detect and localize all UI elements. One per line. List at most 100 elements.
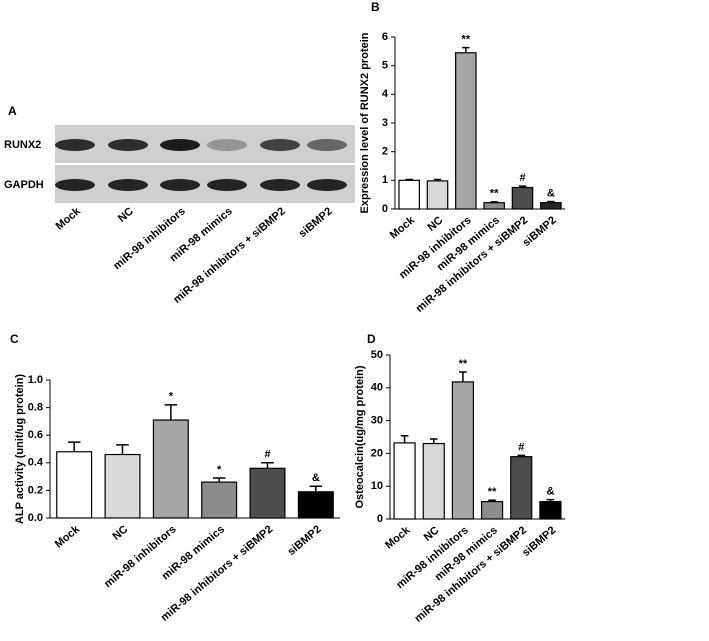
y-tick-label: 0.0 — [28, 512, 43, 524]
error-bar — [462, 46, 470, 53]
blot-band — [55, 139, 95, 151]
lane-label: NC — [116, 205, 136, 224]
y-axis-label: ALP activity (unit/ug protein) — [14, 374, 26, 524]
x-tick-label: siBMP2 — [520, 524, 558, 559]
significance-label: * — [169, 391, 174, 403]
x-tick-label: Mock — [53, 523, 83, 551]
blot-band — [55, 179, 95, 191]
blot-row-label: GAPDH — [4, 179, 44, 191]
y-tick-label: 4 — [382, 88, 389, 100]
error-bar — [490, 201, 498, 203]
y-tick-label: 30 — [371, 415, 383, 427]
significance-label: # — [264, 449, 270, 461]
blot-band — [108, 139, 148, 151]
error-bar — [488, 499, 496, 502]
error-bar — [212, 477, 226, 483]
error-bar — [517, 454, 526, 457]
x-tick-label: NC — [425, 214, 445, 233]
bar — [104, 453, 141, 519]
error-bar — [309, 485, 323, 492]
bar — [480, 501, 504, 520]
y-tick-label: 1 — [382, 174, 388, 186]
bar — [483, 202, 505, 210]
bar — [455, 52, 477, 210]
y-axis-label: Osteocalcin(ug/mg protein) — [354, 365, 366, 508]
error-bar — [116, 444, 129, 455]
y-tick-label: 2 — [382, 146, 388, 158]
bar — [540, 202, 562, 210]
x-tick-label: siBMP2 — [285, 523, 323, 558]
bar — [510, 456, 533, 520]
x-tick-label: Mock — [388, 214, 418, 242]
y-tick-label: 3 — [382, 117, 388, 129]
y-tick-label: 0.6 — [28, 429, 43, 441]
y-tick-label: 20 — [371, 447, 383, 459]
bar — [398, 179, 420, 210]
y-tick-label: 50 — [371, 349, 383, 361]
significance-label: ** — [490, 188, 499, 200]
bar — [56, 451, 93, 519]
y-tick-label: 10 — [371, 480, 383, 492]
error-bar — [547, 200, 555, 203]
error-bar — [518, 185, 527, 188]
blot-row-label: RUNX2 — [4, 139, 41, 151]
blot-band — [260, 139, 300, 151]
bar — [451, 381, 475, 520]
error-bar — [67, 441, 81, 452]
y-tick-label: 0.8 — [28, 402, 43, 414]
blot-strip — [55, 125, 355, 163]
error-bar — [429, 438, 438, 444]
significance-label: ** — [488, 486, 497, 498]
y-tick-label: 0 — [377, 513, 383, 525]
x-tick-label: NC — [110, 523, 130, 542]
y-tick-label: 0.2 — [28, 484, 43, 496]
bar — [152, 419, 189, 519]
y-tick-label: 40 — [371, 382, 383, 394]
blot-band — [307, 179, 347, 191]
panel-label: C — [10, 332, 19, 346]
bar — [426, 180, 449, 210]
error-bar — [433, 178, 442, 181]
panel-label: A — [8, 104, 17, 118]
y-axis-label: Expression level of RUNX2 protein — [359, 32, 371, 213]
significance-label: ** — [459, 358, 468, 370]
significance-label: ** — [462, 34, 471, 46]
lane-label: siBMP2 — [297, 205, 335, 240]
significance-label: # — [519, 172, 525, 184]
panel-label: D — [367, 332, 376, 346]
blot-band — [108, 179, 148, 191]
x-tick-label: Mock — [383, 524, 413, 552]
error-bar — [400, 434, 409, 443]
blot-strip — [55, 165, 355, 203]
error-bar — [459, 371, 467, 382]
blot-band — [160, 139, 200, 151]
bar — [422, 442, 445, 520]
blot-band — [160, 179, 200, 191]
bar — [393, 442, 416, 520]
y-tick-label: 5 — [382, 60, 388, 72]
bar — [511, 186, 534, 210]
bar — [249, 467, 286, 519]
bar — [539, 501, 562, 520]
significance-label: & — [312, 472, 320, 484]
error-bar — [164, 404, 178, 421]
significance-label: & — [546, 486, 554, 498]
bar — [201, 481, 238, 519]
blot-band — [260, 179, 300, 191]
lane-label: miR-98 inhibitors + siBMP2 — [171, 205, 288, 306]
error-bar — [405, 178, 413, 181]
bar — [297, 491, 334, 519]
y-tick-label: 0 — [382, 203, 388, 215]
y-tick-label: 0.4 — [28, 457, 44, 469]
significance-label: & — [547, 187, 555, 199]
lane-label: Mock — [54, 205, 84, 233]
blot-band — [307, 139, 347, 151]
blot-band — [207, 179, 247, 191]
y-tick-label: 6 — [382, 31, 388, 43]
y-tick-label: 1.0 — [28, 374, 43, 386]
x-tick-label: NC — [422, 524, 442, 543]
error-bar — [261, 462, 274, 469]
panel-label: B — [371, 0, 380, 14]
blot-band — [207, 139, 247, 151]
significance-label: * — [217, 464, 222, 476]
